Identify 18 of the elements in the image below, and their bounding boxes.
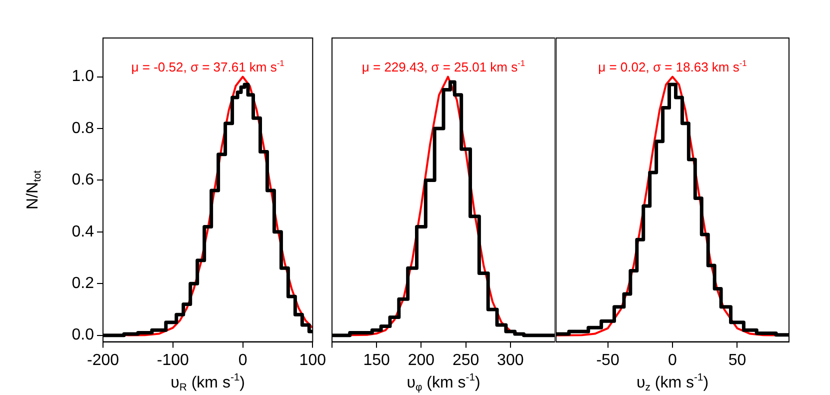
x-tick-label: 50 [728, 352, 746, 369]
x-tick-label: 0 [238, 352, 248, 369]
y-tick-label: 0.4 [72, 223, 94, 240]
y-tick-label: 0.2 [72, 275, 94, 292]
x-tick-label: 100 [299, 352, 326, 369]
y-axis-title: N/Ntot [24, 170, 44, 210]
y-tick-label: 0.6 [72, 172, 94, 189]
x-tick-label: -100 [156, 352, 189, 369]
x-tick-label: 300 [497, 352, 524, 369]
x-tick-label: 0 [668, 352, 678, 369]
y-tick-label: 1.0 [72, 68, 94, 86]
x-tick-label: 250 [452, 352, 480, 369]
x-tick-label: -50 [596, 352, 620, 369]
x-tick-label: 200 [408, 352, 435, 369]
y-tick-label: 0.0 [72, 326, 94, 344]
y-tick-label: 0.8 [72, 120, 94, 137]
x-tick-label: 150 [363, 352, 390, 369]
x-tick-label: -200 [86, 352, 120, 369]
